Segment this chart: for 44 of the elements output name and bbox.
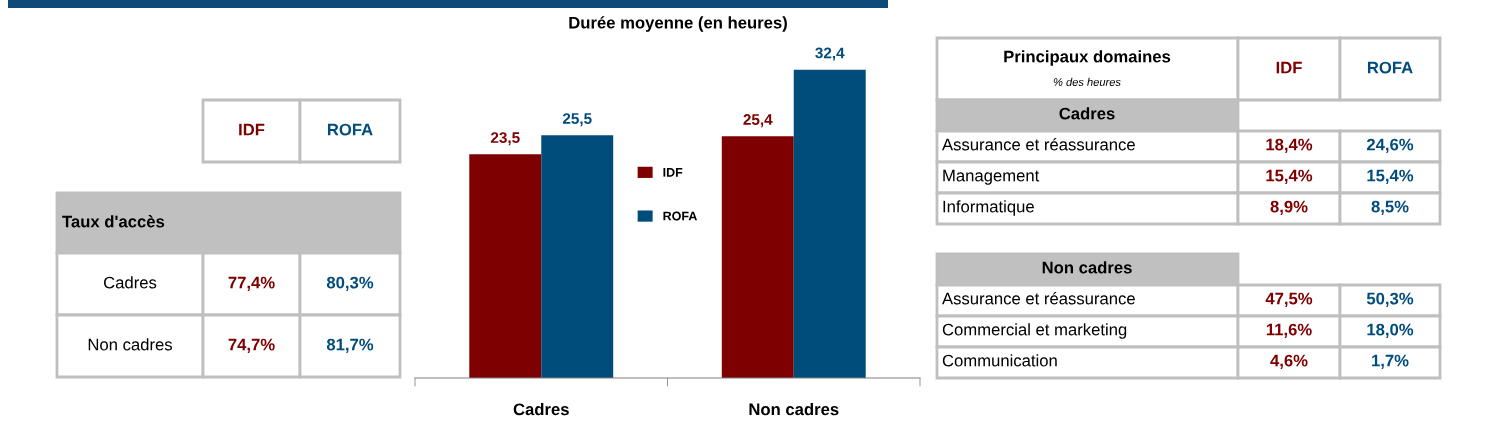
category-label: ROFA <box>327 123 373 136</box>
text: Cadres <box>1059 107 1115 120</box>
text: Taux d'accès <box>62 215 165 228</box>
text: 74,7% <box>228 338 275 353</box>
text: 47,5% <box>1265 292 1313 307</box>
text: 24,6% <box>1366 138 1414 153</box>
data-label: 25,4 <box>743 114 773 128</box>
text: 1,7% <box>1372 354 1409 369</box>
text: 15,4% <box>1266 169 1313 184</box>
category-label: Management <box>943 169 1040 185</box>
data-label: 23,5 <box>490 132 520 146</box>
text: 18,4% <box>1266 138 1313 153</box>
category-label: Non cadres <box>88 338 173 351</box>
text: 77,4% <box>228 276 275 291</box>
category-label: Commercial et marketing <box>942 323 1127 339</box>
bar <box>721 136 794 378</box>
text: 80,3% <box>326 276 374 291</box>
category-label: Assurance et réassurance <box>942 138 1135 151</box>
category-label: Cadres <box>103 276 157 289</box>
data-label: 32,4 <box>815 47 845 61</box>
text: Principaux domaines <box>1004 50 1171 66</box>
category-label: ROFA <box>1367 61 1413 74</box>
bar <box>469 154 542 378</box>
data-label: 25,5 <box>562 113 592 127</box>
text: 15,4% <box>1367 169 1414 184</box>
legend-label: ROFA <box>663 211 698 221</box>
text: 8,9% <box>1270 200 1308 215</box>
text: 4,6% <box>1270 354 1308 369</box>
text: 8,5% <box>1371 200 1409 215</box>
legend-label: IDF <box>663 168 683 177</box>
category-label: Communication <box>942 354 1057 367</box>
text: 81,7% <box>326 338 374 353</box>
text: Non cadres <box>1042 261 1132 274</box>
category-label: IDF <box>1276 61 1302 74</box>
bar <box>541 135 614 378</box>
category-label: Informatique <box>943 200 1034 216</box>
category-label: Assurance et réassurance <box>942 292 1135 305</box>
text: 50,3% <box>1366 292 1414 307</box>
text: 18,0% <box>1367 323 1414 338</box>
category-label: IDF <box>239 123 265 136</box>
text: % des heures <box>1053 77 1121 86</box>
chart-title: Durée moyenne (en heures) <box>569 16 787 32</box>
bar <box>793 69 866 378</box>
text: 11,6% <box>1266 323 1312 338</box>
